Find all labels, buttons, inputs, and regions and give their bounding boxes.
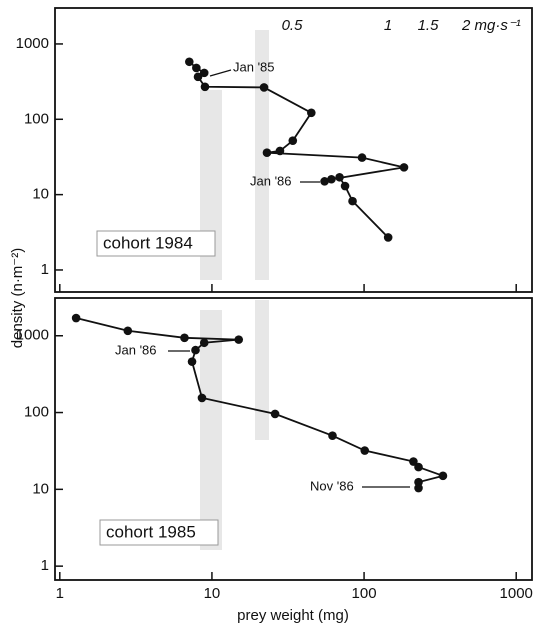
- plot-frame: [54, 297, 533, 581]
- x-tick-label: 100: [352, 585, 377, 602]
- x-axis-label: prey weight (mg): [237, 607, 349, 624]
- y-tick-label: 1000: [16, 327, 49, 344]
- data-point: [234, 335, 244, 344]
- cloud: [255, 30, 269, 280]
- y-tick-label: 10: [32, 480, 49, 497]
- data-point: [123, 326, 133, 336]
- data-point: [193, 72, 203, 82]
- label-box: [99, 519, 219, 546]
- data-point: [275, 146, 285, 156]
- data-point: [360, 446, 370, 455]
- data-point: [320, 177, 329, 186]
- x-tick-label: 1000: [500, 585, 533, 602]
- data-point: [307, 108, 316, 118]
- data-point: [327, 174, 336, 184]
- background-clouds: [200, 30, 269, 550]
- data-point: [262, 148, 272, 158]
- x-tick-label: 1: [56, 585, 64, 602]
- y-tick-label: 10: [32, 186, 49, 203]
- data-point: [383, 233, 393, 242]
- data-point: [199, 68, 209, 78]
- label-box: [96, 230, 216, 257]
- data-point: [340, 181, 350, 191]
- x-tick-label: 10: [204, 585, 221, 602]
- data-point: [187, 357, 197, 366]
- y-tick-label: 100: [24, 110, 49, 127]
- data-point: [199, 338, 209, 348]
- rate-label: 0.5: [282, 17, 304, 34]
- data-point: [71, 313, 81, 323]
- data-point: [438, 471, 448, 481]
- y-tick-label: 1000: [16, 35, 49, 52]
- data-point: [399, 163, 409, 172]
- data-point: [192, 63, 201, 73]
- arrow: [209, 69, 232, 77]
- annotation: Jan '86: [250, 173, 292, 188]
- data-point: [200, 82, 210, 92]
- rate-label: 2 mg·s⁻¹: [461, 17, 521, 34]
- rate-label: 1: [384, 17, 392, 34]
- plot-frame: [54, 7, 533, 293]
- data-point: [270, 409, 280, 419]
- annotation: Jan '85: [233, 59, 275, 74]
- cohort-label: cohort 1984: [103, 233, 193, 252]
- data-point: [197, 393, 207, 403]
- y-axis-label: density (n·m⁻²): [9, 248, 26, 348]
- data-point: [414, 483, 423, 493]
- cohort-label: cohort 1985: [106, 522, 196, 541]
- data-point: [335, 172, 344, 182]
- cloud: [255, 300, 269, 440]
- rate-label: 1.5: [418, 17, 440, 34]
- data-point: [357, 153, 367, 162]
- annotation: Jan '86: [115, 342, 157, 357]
- data-point: [409, 457, 418, 466]
- y-tick-label: 100: [24, 404, 49, 421]
- cloud: [200, 310, 222, 550]
- data-point: [348, 196, 357, 206]
- annotation: Nov '86: [310, 478, 354, 493]
- data-point: [259, 83, 269, 92]
- data-point: [328, 431, 337, 440]
- y-tick-label: 1: [41, 557, 49, 574]
- y-tick-label: 1: [41, 261, 49, 278]
- data-point: [288, 136, 298, 145]
- data-line: [75, 317, 447, 489]
- data-point: [185, 57, 194, 67]
- data-point: [180, 333, 189, 343]
- data-point: [191, 345, 200, 355]
- data-point: [414, 462, 423, 472]
